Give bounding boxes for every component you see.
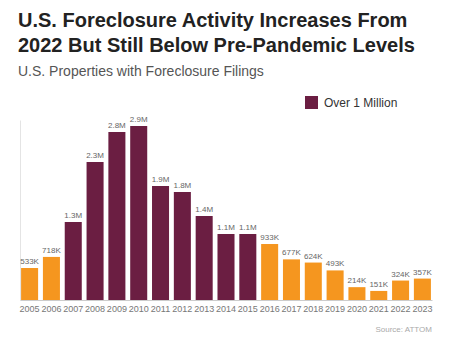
x-tick: 2008 xyxy=(85,300,105,314)
legend-label: Over 1 Million xyxy=(324,96,397,110)
x-tick: 2010 xyxy=(129,300,149,314)
y-axis-line xyxy=(20,121,21,301)
x-tick: 2019 xyxy=(325,300,345,314)
x-tick: 2017 xyxy=(281,300,301,314)
bar xyxy=(414,279,431,300)
bar xyxy=(87,162,104,300)
x-tick-label: 2021 xyxy=(369,304,389,314)
x-tick: 2005 xyxy=(20,300,40,314)
bar xyxy=(348,287,365,300)
y-axis xyxy=(20,121,21,301)
bar xyxy=(65,222,82,300)
data-label: 2.8M xyxy=(108,121,126,130)
x-tick: 2018 xyxy=(303,300,323,314)
bar xyxy=(196,216,213,300)
x-tick-label: 2023 xyxy=(412,304,432,314)
data-label: 1.9M xyxy=(152,175,170,184)
data-label: 1.4M xyxy=(195,205,213,214)
bar xyxy=(370,291,387,300)
x-tick-label: 2022 xyxy=(391,304,411,314)
x-tick: 2011 xyxy=(151,300,170,314)
legend: Over 1 Million xyxy=(305,96,397,110)
x-tick-label: 2018 xyxy=(303,304,323,314)
data-label: 151K xyxy=(369,280,388,289)
x-tick: 2020 xyxy=(347,300,367,314)
x-tick-label: 2013 xyxy=(194,304,214,314)
data-label: 214K xyxy=(348,276,367,285)
x-tick: 2015 xyxy=(238,300,258,314)
x-tick-label: 2010 xyxy=(129,304,149,314)
x-tick: 2014 xyxy=(216,300,236,314)
legend-swatch xyxy=(305,96,318,109)
x-tick: 2007 xyxy=(63,300,83,314)
x-tick: 2013 xyxy=(194,300,214,314)
data-label: 324K xyxy=(391,270,410,279)
x-tick-label: 2008 xyxy=(85,304,105,314)
bar xyxy=(305,263,322,300)
subtitle: U.S. Properties with Foreclosure Filings xyxy=(18,63,264,79)
x-axis-line xyxy=(21,300,433,301)
bar xyxy=(152,186,169,300)
data-label: 1.3M xyxy=(64,211,82,220)
x-tick-label: 2006 xyxy=(41,304,61,314)
bar xyxy=(43,257,60,300)
bar xyxy=(217,234,234,300)
data-label: 357K xyxy=(413,268,432,277)
x-tick-label: 2011 xyxy=(151,304,170,314)
data-label: 1.1M xyxy=(239,223,257,232)
x-tick: 2012 xyxy=(172,300,192,314)
data-label: 624K xyxy=(304,252,323,261)
data-label: 2.9M xyxy=(130,115,148,124)
bar xyxy=(174,192,191,300)
x-tick: 2006 xyxy=(41,300,61,314)
x-tick-label: 2020 xyxy=(347,304,367,314)
bar xyxy=(108,132,125,300)
x-tick-label: 2017 xyxy=(281,304,301,314)
x-tick: 2022 xyxy=(391,300,411,314)
bar xyxy=(239,234,256,300)
x-tick-label: 2016 xyxy=(260,304,280,314)
x-tick-label: 2019 xyxy=(325,304,345,314)
data-label: 2.3M xyxy=(86,151,104,160)
bar xyxy=(261,244,278,300)
data-label: 493K xyxy=(326,259,345,268)
data-label: 1.1M xyxy=(217,223,235,232)
source: Source: ATTOM xyxy=(375,325,432,334)
data-label: 718K xyxy=(42,246,61,255)
data-label: 677K xyxy=(282,248,301,257)
bars xyxy=(21,126,431,300)
x-tick-label: 2007 xyxy=(63,304,83,314)
legend-item: Over 1 Million xyxy=(305,96,397,110)
x-tick-label: 2012 xyxy=(172,304,192,314)
x-tick: 2009 xyxy=(107,300,127,314)
x-tick-label: 2009 xyxy=(107,304,127,314)
data-label: 933K xyxy=(260,233,279,242)
x-tick-label: 2014 xyxy=(216,304,236,314)
bar xyxy=(327,270,344,300)
bar xyxy=(392,281,409,300)
plot: 1.3M 2.3M 2.8M 2.9M 1.9M1.8M 1.4M 1.1M 1.1M 533K… xyxy=(20,115,433,314)
data-label: 1.8M xyxy=(173,181,191,190)
title: U.S. Foreclosure Activity Increases From… xyxy=(18,8,446,58)
x-tick-label: 2015 xyxy=(238,304,258,314)
x-axis: 2005200620072008200920102011201220132014… xyxy=(20,300,433,314)
bar xyxy=(130,126,147,300)
data-labels: 1.3M 2.3M 2.8M 2.9M 1.9M1.8M 1.4M 1.1M 1.1M 533K… xyxy=(20,115,432,289)
data-label: 533K xyxy=(20,257,39,266)
x-tick: 2023 xyxy=(412,300,432,314)
bar xyxy=(283,259,300,300)
x-tick: 2021 xyxy=(369,300,389,314)
x-tick-label: 2005 xyxy=(20,304,40,314)
chart: 1.3M 2.3M 2.8M 2.9M 1.9M1.8M 1.4M 1.1M 1.1M 533K… xyxy=(0,0,450,338)
bar xyxy=(21,268,38,300)
x-tick: 2016 xyxy=(260,300,280,314)
